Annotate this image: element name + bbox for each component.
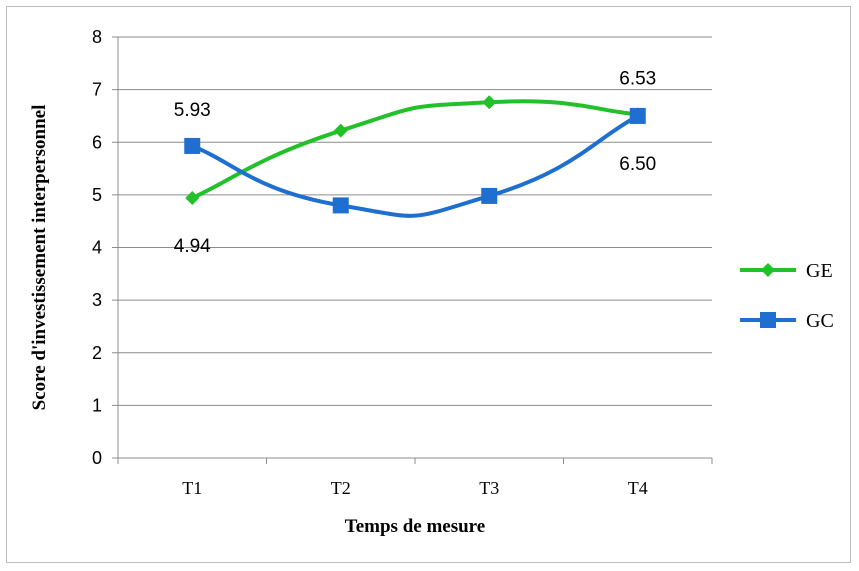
y-tick-label: 2 bbox=[92, 343, 102, 363]
marker-gc-T1 bbox=[184, 137, 201, 154]
series-lines bbox=[190, 99, 640, 218]
y-axis-title: Score d'investissement interpersonnel bbox=[29, 105, 50, 411]
data-label: 5.93 bbox=[174, 100, 211, 121]
legend-item-gc: GC bbox=[740, 310, 834, 332]
marker-ge-T1 bbox=[185, 191, 200, 206]
y-tick-label: 8 bbox=[92, 27, 102, 47]
legend-marker-ge bbox=[761, 263, 775, 277]
series-line-gc bbox=[190, 113, 640, 218]
y-axis-ticks: 0 1 2 3 4 5 6 7 8 bbox=[92, 27, 102, 468]
marker-gc-T4 bbox=[629, 107, 646, 124]
data-label: 6.53 bbox=[619, 68, 656, 89]
data-label: 4.94 bbox=[174, 236, 211, 257]
series-markers bbox=[184, 95, 646, 214]
legend-label-ge: GE bbox=[806, 260, 833, 282]
marker-gc-T2 bbox=[332, 197, 349, 214]
chart-frame bbox=[6, 6, 851, 563]
marker-ge-T2 bbox=[333, 123, 348, 138]
marker-gc-T3 bbox=[481, 187, 498, 204]
y-tick-label: 6 bbox=[92, 132, 102, 152]
data-label: 6.50 bbox=[619, 154, 656, 175]
x-axis-title: Temps de mesure bbox=[345, 516, 485, 537]
legend: GE GC bbox=[740, 260, 834, 332]
x-tick-label: T3 bbox=[479, 478, 499, 498]
plot-border bbox=[112, 36, 713, 464]
legend-marker-gc bbox=[760, 312, 776, 328]
x-tick-label: T2 bbox=[331, 478, 351, 498]
marker-ge-T3 bbox=[482, 95, 497, 110]
series-line-ge bbox=[190, 99, 640, 201]
x-axis-ticks: T1 T2 T3 T4 bbox=[182, 478, 648, 498]
legend-label-gc: GC bbox=[806, 310, 834, 332]
y-tick-label: 1 bbox=[92, 395, 102, 415]
y-tick-label: 0 bbox=[92, 448, 102, 468]
x-tick-label: T1 bbox=[182, 478, 202, 498]
data-labels: 4.94 5.93 6.53 6.50 bbox=[174, 68, 656, 257]
x-tick-label: T4 bbox=[628, 478, 648, 498]
gridlines bbox=[118, 36, 712, 459]
y-tick-label: 5 bbox=[92, 185, 102, 205]
y-tick-label: 4 bbox=[92, 238, 102, 258]
y-tick-label: 7 bbox=[92, 80, 102, 100]
legend-item-ge: GE bbox=[740, 260, 833, 282]
y-tick-label: 3 bbox=[92, 290, 102, 310]
